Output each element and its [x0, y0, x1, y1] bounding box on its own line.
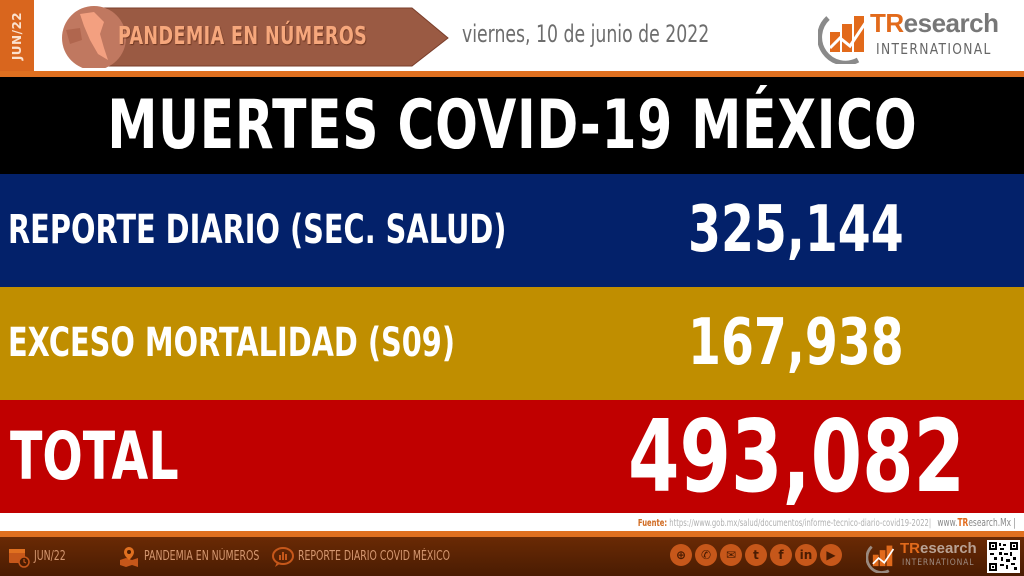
row-label: TOTAL: [10, 418, 179, 495]
linkedin-icon[interactable]: in: [795, 544, 817, 566]
logo-chart-icon: [818, 16, 868, 64]
report-date: viernes, 10 de junio de 2022: [462, 20, 710, 48]
main-title-band: MUERTES COVID-19 MÉXICO: [0, 77, 1024, 174]
banner-arrow-shape: [62, 6, 449, 68]
row-daily-report: REPORTE DIARIO (SEC. SALUD) 325,144: [0, 174, 1024, 287]
logo-subtitle: INTERNATIONAL: [876, 40, 992, 58]
date-tab: JUN/22: [0, 0, 34, 72]
source-strip: Fuente: https://www.gob.mx/salud/documen…: [0, 513, 1024, 531]
logo-chart-icon: [866, 545, 895, 573]
footer-item-section: PANDEMIA EN NÚMEROS: [118, 537, 304, 576]
chat-chart-icon: [272, 546, 294, 567]
row-excess-mortality: EXCESO MORTALIDAD (S09) 167,938: [0, 287, 1024, 400]
footer-item-label: PANDEMIA EN NÚMEROS: [144, 549, 260, 564]
header: JUN/22 PANDEMIA EN NÚMEROS viernes, 10 d…: [0, 0, 1024, 72]
youtube-icon[interactable]: ▶: [820, 544, 842, 566]
footer-logo-subtitle: INTERNATIONAL: [902, 558, 975, 568]
twitter-icon[interactable]: t: [745, 544, 767, 566]
source-url[interactable]: https://www.gob.mx/salud/documentos/info…: [669, 518, 932, 529]
footer-logo[interactable]: TResearch INTERNATIONAL: [866, 540, 977, 573]
tresearch-logo[interactable]: TResearch INTERNATIONAL: [818, 8, 1018, 64]
qr-code[interactable]: [987, 540, 1020, 573]
logo-brand: TResearch: [870, 8, 999, 38]
header-divider: [0, 71, 1024, 77]
footer-item-report: REPORTE DIARIO COVID MÉXICO: [272, 537, 509, 576]
footer-divider: [0, 531, 1024, 537]
main-title: MUERTES COVID-19 MÉXICO: [106, 86, 918, 165]
source-label: Fuente:: [637, 518, 668, 529]
source-line: Fuente: https://www.gob.mx/salud/documen…: [638, 516, 1016, 529]
row-value: 167,938: [688, 306, 904, 380]
date-tab-label: JUN/22: [10, 11, 24, 61]
row-label: EXCESO MORTALIDAD (S09): [8, 320, 455, 366]
row-total: TOTAL 493,082: [0, 400, 1024, 513]
map-pin-icon: [120, 546, 138, 567]
globe-icon[interactable]: ⊕: [670, 544, 692, 566]
row-value: 325,144: [688, 193, 904, 267]
section-banner: PANDEMIA EN NÚMEROS: [60, 4, 450, 68]
banner-title: PANDEMIA EN NÚMEROS: [118, 21, 368, 50]
social-links: ⊕ ✆ ✉ t f in ▶: [670, 544, 842, 566]
footer-logo-brand: TResearch: [900, 540, 977, 557]
calendar-clock-icon: [9, 548, 30, 568]
email-icon[interactable]: ✉: [720, 544, 742, 566]
qr-code-icon: [989, 542, 1018, 571]
site-link[interactable]: www.TResearch.Mx |: [937, 516, 1016, 529]
row-value: 493,082: [628, 398, 966, 515]
row-label: REPORTE DIARIO (SEC. SALUD): [8, 207, 507, 253]
footer-item-date: JUN/22: [8, 537, 78, 576]
whatsapp-icon[interactable]: ✆: [695, 544, 717, 566]
footer: JUN/22 PANDEMIA EN NÚMEROS REPORTE DIARI…: [0, 537, 1024, 576]
footer-item-label: JUN/22: [34, 549, 66, 564]
footer-item-label: REPORTE DIARIO COVID MÉXICO: [298, 549, 450, 564]
facebook-icon[interactable]: f: [770, 544, 792, 566]
